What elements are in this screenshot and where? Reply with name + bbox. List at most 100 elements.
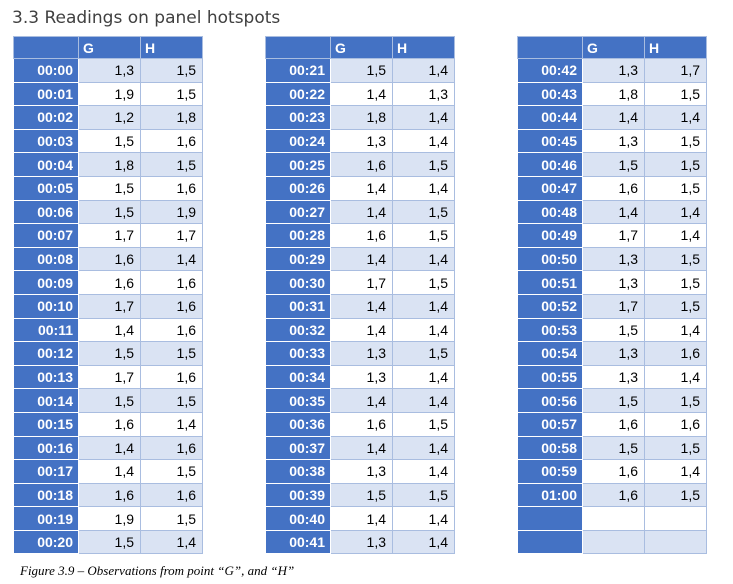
table-row: 00:09 1,6 1,6	[13, 270, 203, 295]
g-value-cell: 1,4	[330, 506, 393, 531]
time-cell: 00:45	[517, 128, 583, 154]
table-row: 00:37 1,4 1,4	[265, 435, 455, 461]
h-value-cell: 1,5	[644, 293, 707, 319]
g-value-cell: 1,9	[78, 506, 141, 531]
time-cell: 00:53	[517, 317, 583, 343]
g-value-cell: 1,3	[78, 58, 141, 83]
time-cell	[517, 506, 583, 531]
h-value-cell: 1,5	[392, 270, 455, 295]
table-row: 00:19 1,9 1,5	[13, 506, 203, 531]
table-row: 00:54 1,3 1,6	[517, 341, 707, 366]
table-row	[517, 529, 707, 555]
h-value-cell: 1,4	[392, 459, 455, 484]
table-row: 00:38 1,3 1,4	[265, 459, 455, 484]
g-value-cell: 1,6	[78, 482, 141, 508]
table-row: 00:55 1,3 1,4	[517, 364, 707, 390]
g-value-cell: 1,4	[330, 199, 393, 225]
table-row: 00:42 1,3 1,7	[517, 58, 707, 83]
time-cell: 00:08	[13, 246, 79, 272]
time-cell: 00:50	[517, 246, 583, 272]
h-column-header: H	[140, 36, 203, 59]
g-value-cell: 1,6	[78, 270, 141, 295]
g-value-cell: 1,4	[78, 317, 141, 343]
time-cell: 00:11	[13, 317, 79, 343]
g-value-cell: 1,8	[78, 152, 141, 177]
g-value-cell: 1,4	[330, 81, 393, 107]
time-cell: 00:10	[13, 293, 79, 319]
time-cell: 00:49	[517, 223, 583, 248]
time-cell: 01:00	[517, 482, 583, 508]
g-value-cell: 1,4	[78, 435, 141, 461]
h-value-cell: 1,5	[392, 199, 455, 225]
time-cell: 00:35	[265, 388, 331, 413]
table-row: 00:12 1,5 1,5	[13, 341, 203, 366]
g-value-cell: 1,4	[78, 459, 141, 484]
table-row: 00:53 1,5 1,4	[517, 317, 707, 343]
h-value-cell: 1,5	[140, 459, 203, 484]
table-row: 00:57 1,6 1,6	[517, 411, 707, 437]
table-row: 00:27 1,4 1,5	[265, 199, 455, 225]
g-value-cell: 1,4	[330, 388, 393, 413]
time-cell: 00:32	[265, 317, 331, 343]
time-cell: 00:37	[265, 435, 331, 461]
table-row: 00:05 1,5 1,6	[13, 175, 203, 201]
h-value-cell: 1,4	[392, 388, 455, 413]
time-column-header	[517, 36, 583, 59]
g-value-cell	[582, 506, 645, 531]
table-row: 00:39 1,5 1,5	[265, 482, 455, 508]
time-cell: 00:36	[265, 411, 331, 437]
g-value-cell: 1,3	[582, 364, 645, 390]
time-cell: 00:31	[265, 293, 331, 319]
g-value-cell: 1,3	[330, 128, 393, 154]
readings-table-block-1: G H 00:00 1,3 1,5 00:01 1,9 1,5 00:02 1,2 1,8 00:…	[13, 36, 203, 555]
h-value-cell: 1,4	[644, 459, 707, 484]
g-column-header: G	[78, 36, 141, 59]
h-value-cell: 1,4	[392, 58, 455, 83]
h-value-cell: 1,6	[140, 482, 203, 508]
g-value-cell: 1,7	[582, 223, 645, 248]
h-value-cell: 1,4	[644, 364, 707, 390]
table-row: 00:07 1,7 1,7	[13, 223, 203, 248]
g-value-cell: 1,3	[330, 364, 393, 390]
time-cell: 00:29	[265, 246, 331, 272]
table-row: 00:22 1,4 1,3	[265, 81, 455, 107]
h-value-cell: 1,5	[644, 81, 707, 107]
h-value-cell: 1,6	[140, 128, 203, 154]
g-value-cell: 1,5	[582, 388, 645, 413]
h-value-cell: 1,4	[140, 529, 203, 555]
time-cell: 00:16	[13, 435, 79, 461]
time-cell: 00:56	[517, 388, 583, 413]
time-cell: 00:15	[13, 411, 79, 437]
h-value-cell: 1,5	[392, 341, 455, 366]
time-cell: 00:30	[265, 270, 331, 295]
h-column-header: H	[644, 36, 707, 59]
time-cell: 00:58	[517, 435, 583, 461]
h-value-cell: 1,6	[140, 435, 203, 461]
table-row: 00:15 1,6 1,4	[13, 411, 203, 437]
time-cell: 00:06	[13, 199, 79, 225]
time-cell: 00:21	[265, 58, 331, 83]
time-cell: 00:04	[13, 152, 79, 177]
g-column-header: G	[330, 36, 393, 59]
table-row: 00:51 1,3 1,5	[517, 270, 707, 295]
g-value-cell: 1,3	[582, 270, 645, 295]
time-cell: 00:54	[517, 341, 583, 366]
g-value-cell: 1,4	[330, 317, 393, 343]
g-value-cell: 1,6	[330, 152, 393, 177]
table-row: 00:34 1,3 1,4	[265, 364, 455, 390]
g-value-cell: 1,3	[582, 58, 645, 83]
time-cell: 00:28	[265, 223, 331, 248]
h-value-cell: 1,6	[140, 175, 203, 201]
h-value-cell: 1,4	[392, 317, 455, 343]
h-value-cell: 1,5	[644, 152, 707, 177]
h-value-cell: 1,5	[140, 341, 203, 366]
table-row: 01:00 1,6 1,5	[517, 482, 707, 508]
g-value-cell: 1,6	[582, 411, 645, 437]
h-value-cell: 1,4	[392, 293, 455, 319]
g-value-cell: 1,7	[330, 270, 393, 295]
h-value-cell: 1,5	[140, 506, 203, 531]
time-cell: 00:26	[265, 175, 331, 201]
time-cell: 00:52	[517, 293, 583, 319]
h-value-cell: 1,4	[392, 128, 455, 154]
time-cell: 00:20	[13, 529, 79, 555]
